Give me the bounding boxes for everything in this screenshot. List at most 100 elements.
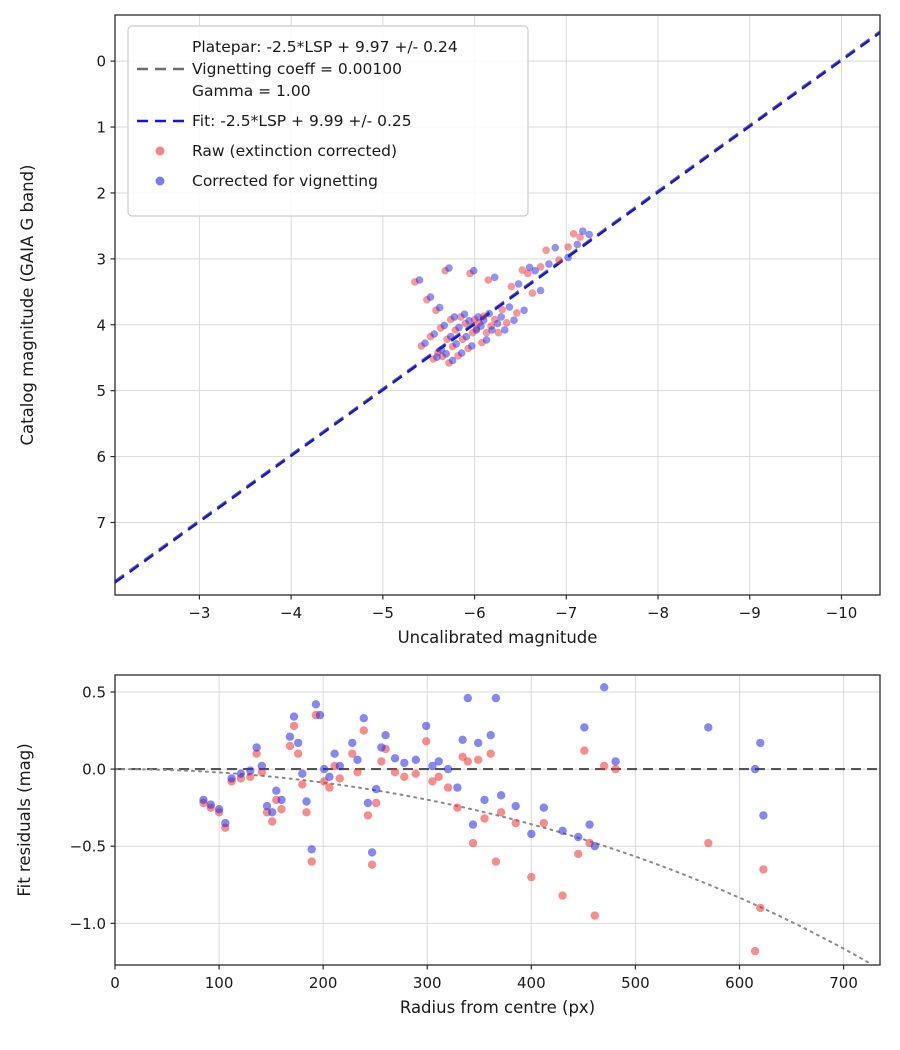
data-point [289, 712, 299, 721]
data-point [277, 805, 286, 814]
data-point [415, 276, 424, 284]
data-point [536, 263, 545, 271]
data-point [525, 263, 534, 272]
data-point [463, 757, 472, 766]
x-tick-label: −6 [464, 604, 486, 622]
data-point [569, 230, 578, 238]
data-point [496, 791, 506, 800]
fit-residuals-plot: 0 100 200 300 400 500 600 700 0.5 0.0 −0.5 −1.0 Radi… [15, 674, 881, 1017]
data-point [585, 820, 594, 829]
data-point [452, 340, 461, 348]
data-point [359, 726, 368, 735]
data-point [704, 723, 713, 732]
y-tick-label: 6 [96, 448, 106, 466]
data-point [511, 818, 520, 828]
corrected-scatter-series [415, 227, 593, 365]
data-point [335, 761, 344, 771]
data-point [574, 832, 583, 842]
data-point [496, 808, 506, 817]
axes-frame [114, 674, 881, 966]
data-point [528, 289, 537, 297]
data-point [411, 769, 420, 778]
x-tick-label: 700 [829, 974, 858, 992]
data-point [400, 758, 409, 768]
data-point [372, 784, 381, 794]
data-point [585, 230, 593, 239]
y-axis-label-catalog-magnitude: Catalog magnitude (GAIA G band) [18, 165, 37, 446]
legend-label: Corrected for vignetting [192, 172, 378, 190]
data-point [468, 838, 478, 848]
data-point [277, 795, 286, 805]
x-tick-label: 400 [517, 974, 546, 992]
data-point [377, 743, 386, 752]
data-point [536, 286, 545, 295]
data-point [268, 817, 277, 826]
y-tick-label: 3 [96, 250, 106, 268]
data-point [325, 772, 334, 781]
data-point [518, 266, 527, 274]
legend-box [127, 25, 529, 217]
data-point [480, 795, 489, 805]
data-point [750, 764, 760, 774]
data-point [433, 353, 441, 361]
data-point [411, 755, 420, 764]
data-point [750, 946, 760, 956]
data-point [199, 795, 208, 805]
data-point [484, 276, 493, 284]
data-point [440, 321, 449, 330]
data-point [330, 749, 339, 758]
raw-residuals-series [199, 710, 768, 956]
data-point [558, 891, 567, 900]
x-tick-label: 500 [621, 974, 650, 992]
data-point [294, 749, 303, 758]
data-point [490, 273, 499, 282]
data-point [462, 332, 471, 341]
data-point [501, 326, 509, 334]
data-point [353, 768, 362, 777]
data-point [491, 857, 501, 866]
data-point [325, 783, 334, 792]
data-point [555, 256, 563, 265]
data-point [491, 693, 501, 703]
data-point [527, 829, 536, 839]
data-point [430, 330, 439, 338]
data-point [294, 738, 303, 748]
data-point [257, 761, 266, 771]
data-point [756, 903, 765, 913]
x-tick-label: −3 [188, 604, 210, 622]
data-point [446, 332, 455, 341]
legend-label: Raw (extinction corrected) [192, 142, 397, 160]
data-point [580, 723, 589, 732]
data-point [704, 838, 713, 848]
legend-label: Gamma = 1.00 [192, 82, 311, 100]
data-point [468, 820, 478, 829]
fit-line [114, 31, 881, 584]
data-point [507, 282, 516, 291]
raw-scatter-series [411, 230, 584, 367]
data-point [448, 356, 457, 365]
y-tick-label: 2 [96, 184, 106, 202]
data-point [421, 339, 429, 348]
data-point [307, 857, 316, 866]
data-point [442, 350, 450, 358]
y-tick-label: 5 [96, 382, 106, 400]
data-point [298, 769, 307, 778]
data-point [474, 738, 483, 748]
data-point [252, 743, 261, 752]
legend-label: Fit: -2.5*LSP + 9.99 +/- 0.25 [192, 112, 412, 130]
data-point [363, 798, 373, 808]
data-point [539, 818, 548, 828]
data-point [335, 774, 344, 783]
data-point [434, 772, 443, 781]
data-point [474, 755, 483, 764]
x-tick-label: 200 [309, 974, 338, 992]
legend-dot-handle [155, 146, 165, 156]
corrected-residuals-series [199, 683, 768, 857]
data-point [460, 310, 469, 319]
x-tick-label: 0 [110, 974, 120, 992]
data-point [468, 342, 476, 350]
data-point [497, 313, 506, 321]
data-point [576, 233, 584, 241]
legend-label: Vignetting coeff = 0.00100 [192, 60, 402, 78]
